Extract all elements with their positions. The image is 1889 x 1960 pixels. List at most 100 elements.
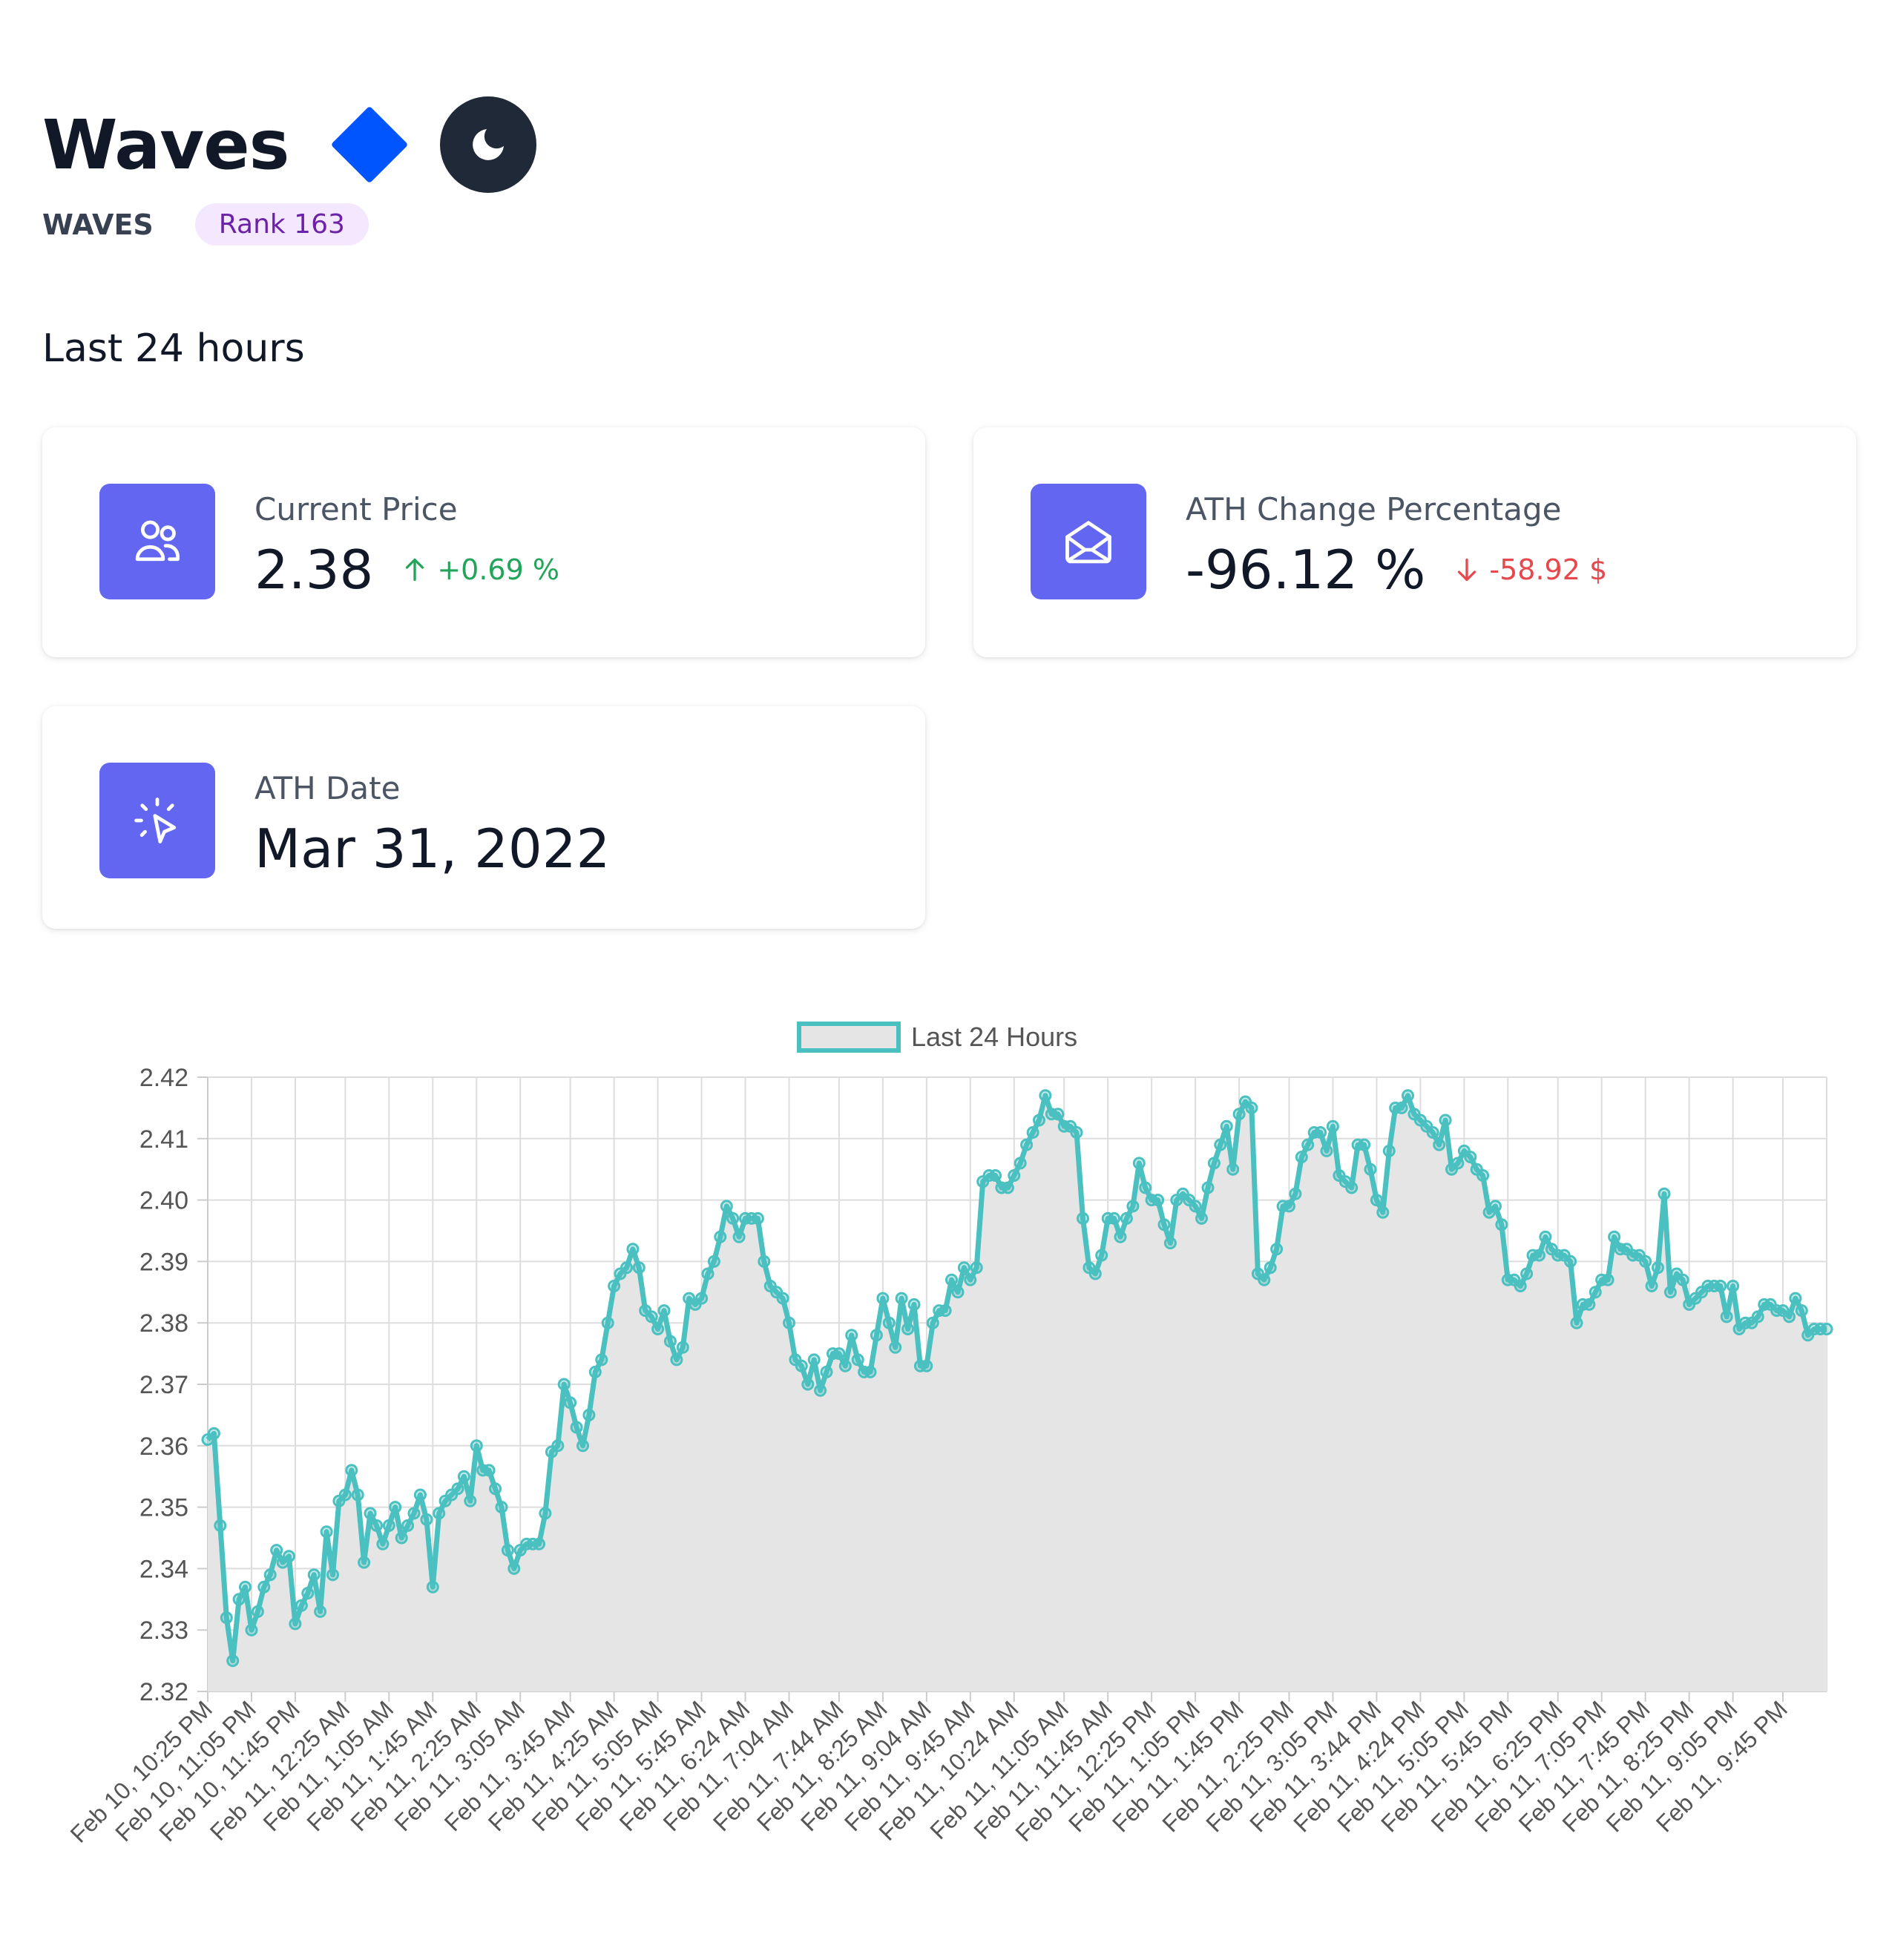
data-point[interactable] <box>1001 1181 1014 1194</box>
data-point[interactable] <box>1433 1138 1446 1151</box>
data-point[interactable] <box>1039 1089 1052 1102</box>
data-point[interactable] <box>1658 1187 1671 1200</box>
data-point[interactable] <box>1289 1187 1302 1200</box>
data-point[interactable] <box>1264 1261 1277 1275</box>
data-point[interactable] <box>1376 1206 1390 1219</box>
data-point[interactable] <box>714 1230 727 1243</box>
data-point[interactable] <box>657 1304 671 1318</box>
data-point[interactable] <box>358 1556 371 1569</box>
data-point[interactable] <box>989 1169 1002 1182</box>
data-point[interactable] <box>1020 1138 1034 1151</box>
data-point[interactable] <box>1095 1249 1108 1262</box>
data-point[interactable] <box>1564 1254 1577 1268</box>
data-point[interactable] <box>1326 1119 1339 1133</box>
data-point[interactable] <box>1008 1169 1021 1182</box>
data-point[interactable] <box>1601 1273 1614 1286</box>
data-point[interactable] <box>1370 1194 1383 1207</box>
data-point[interactable] <box>1727 1280 1740 1292</box>
data-point[interactable] <box>564 1396 577 1410</box>
data-point[interactable] <box>1189 1200 1202 1213</box>
data-point[interactable] <box>695 1292 709 1305</box>
data-point[interactable] <box>539 1507 552 1520</box>
data-point[interactable] <box>1489 1200 1502 1213</box>
data-point[interactable] <box>1245 1101 1258 1114</box>
data-point[interactable] <box>270 1544 283 1557</box>
data-point[interactable] <box>239 1580 252 1594</box>
data-point[interactable] <box>864 1365 877 1378</box>
data-point[interactable] <box>382 1519 395 1532</box>
data-point[interactable] <box>920 1359 933 1372</box>
data-point[interactable] <box>232 1593 246 1606</box>
data-point[interactable] <box>307 1568 321 1582</box>
data-point[interactable] <box>820 1365 833 1378</box>
data-point[interactable] <box>395 1531 408 1545</box>
data-point[interactable] <box>251 1605 264 1618</box>
data-point[interactable] <box>670 1353 683 1367</box>
data-point[interactable] <box>1126 1200 1140 1213</box>
data-point[interactable] <box>907 1298 921 1311</box>
data-point[interactable] <box>301 1587 315 1599</box>
data-point[interactable] <box>1426 1126 1439 1139</box>
data-point[interactable] <box>420 1513 433 1526</box>
data-point[interactable] <box>1751 1310 1764 1323</box>
data-point[interactable] <box>1258 1273 1271 1286</box>
data-point[interactable] <box>1014 1157 1027 1170</box>
data-point[interactable] <box>970 1261 983 1275</box>
data-point[interactable] <box>1295 1151 1308 1164</box>
data-point[interactable] <box>1514 1280 1527 1292</box>
data-point[interactable] <box>582 1408 596 1421</box>
data-point[interactable] <box>1608 1230 1621 1243</box>
data-point[interactable] <box>1026 1126 1039 1139</box>
data-point[interactable] <box>1157 1218 1171 1231</box>
data-point[interactable] <box>964 1273 977 1286</box>
data-point[interactable] <box>1676 1273 1689 1286</box>
data-point[interactable] <box>1439 1114 1452 1127</box>
data-point[interactable] <box>1795 1304 1808 1318</box>
data-point[interactable] <box>557 1378 571 1391</box>
data-point[interactable] <box>533 1537 545 1550</box>
data-point[interactable] <box>220 1611 233 1625</box>
data-point[interactable] <box>1645 1280 1658 1292</box>
data-point[interactable] <box>245 1623 258 1637</box>
data-point[interactable] <box>851 1353 864 1367</box>
data-point[interactable] <box>1358 1138 1371 1151</box>
data-point[interactable] <box>814 1384 827 1397</box>
data-point[interactable] <box>595 1353 608 1367</box>
data-point[interactable] <box>1520 1267 1534 1280</box>
data-point[interactable] <box>1570 1316 1583 1329</box>
data-point[interactable] <box>1139 1181 1152 1194</box>
data-point[interactable] <box>207 1427 220 1440</box>
data-point[interactable] <box>1088 1267 1102 1280</box>
data-point[interactable] <box>257 1580 271 1594</box>
data-point[interactable] <box>1214 1138 1227 1151</box>
data-point[interactable] <box>926 1316 939 1329</box>
data-point[interactable] <box>957 1261 970 1275</box>
data-point[interactable] <box>482 1464 496 1477</box>
data-point[interactable] <box>1283 1200 1295 1213</box>
data-point[interactable] <box>433 1507 446 1520</box>
data-point[interactable] <box>451 1482 464 1496</box>
data-point[interactable] <box>314 1605 327 1618</box>
data-point[interactable] <box>1201 1181 1215 1194</box>
data-point[interactable] <box>1820 1323 1833 1335</box>
data-point[interactable] <box>1783 1310 1796 1323</box>
data-point[interactable] <box>832 1347 846 1361</box>
data-point[interactable] <box>495 1501 508 1514</box>
data-point[interactable] <box>720 1200 733 1213</box>
data-point[interactable] <box>588 1365 602 1378</box>
data-point[interactable] <box>1583 1298 1596 1311</box>
data-point[interactable] <box>1382 1144 1396 1157</box>
data-point[interactable] <box>783 1316 795 1329</box>
data-point[interactable] <box>758 1254 771 1268</box>
data-point[interactable] <box>645 1310 658 1323</box>
data-point[interactable] <box>295 1599 308 1612</box>
data-point[interactable] <box>845 1329 858 1342</box>
data-point[interactable] <box>576 1439 589 1453</box>
data-point[interactable] <box>795 1359 808 1372</box>
data-point[interactable] <box>1589 1286 1602 1299</box>
data-point[interactable] <box>1495 1218 1508 1231</box>
data-point[interactable] <box>876 1292 890 1305</box>
data-point[interactable] <box>1033 1114 1045 1127</box>
data-point[interactable] <box>1195 1211 1208 1225</box>
data-point[interactable] <box>732 1230 746 1243</box>
